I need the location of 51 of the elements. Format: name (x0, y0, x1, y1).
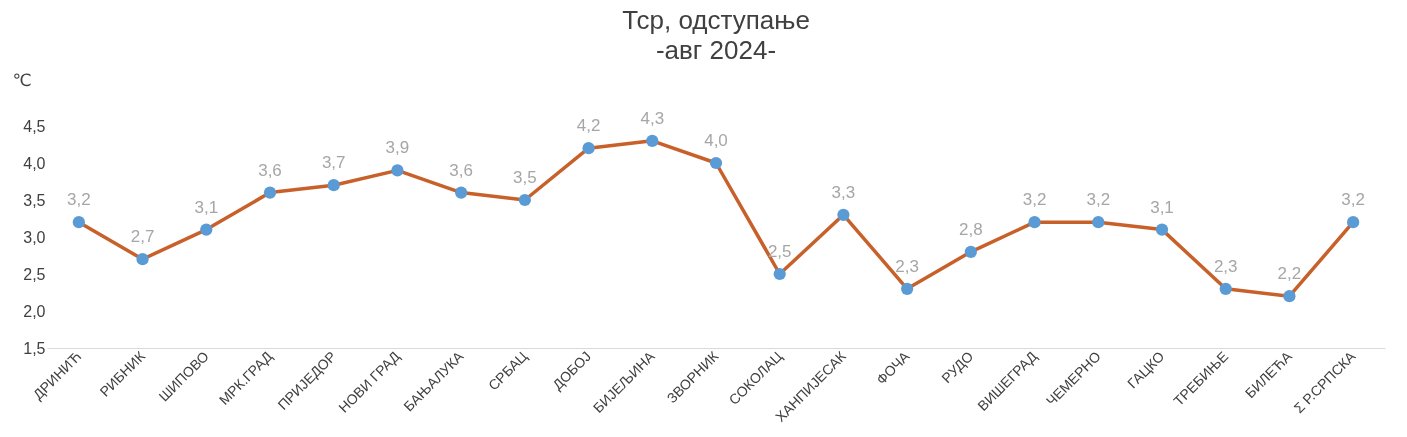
point (1283, 290, 1296, 303)
point (200, 223, 213, 236)
data-label: 2,8 (959, 219, 983, 239)
data-label: 3,2 (67, 190, 91, 210)
data-label: 3,2 (1341, 190, 1365, 210)
data-label: 3,2 (1086, 190, 1111, 210)
chart-subtitle: -авг 2024- (655, 35, 777, 65)
point (773, 267, 786, 281)
data-label: 4,3 (640, 108, 665, 128)
y-tick-label: 2,0 (23, 302, 46, 320)
point (327, 179, 340, 192)
data-label: 3,6 (258, 160, 282, 180)
data-label: 4,2 (576, 116, 601, 136)
point (72, 216, 85, 229)
data-label: 3,1 (194, 197, 219, 217)
data-label: 2,3 (895, 256, 919, 276)
point (646, 134, 659, 147)
data-label: 3,2 (1022, 190, 1047, 210)
data-label: 2,3 (1213, 256, 1238, 276)
point (136, 253, 149, 266)
y-tick-label: 2,5 (23, 265, 46, 283)
data-label: 2,7 (130, 227, 155, 247)
point (455, 186, 468, 199)
data-label: 3,1 (1150, 197, 1174, 217)
point (709, 156, 723, 170)
y-tick-label: 3,0 (23, 228, 46, 246)
point (263, 186, 277, 199)
point (964, 245, 977, 258)
point (582, 142, 595, 155)
point (901, 282, 914, 295)
point (1028, 216, 1041, 229)
y-tick-label: 4,0 (23, 154, 46, 172)
y-tick-label: 3,5 (23, 191, 46, 209)
point (1155, 223, 1169, 236)
data-label: 2,5 (767, 242, 792, 261)
point (518, 193, 531, 207)
chart-title: Тср, одступање (622, 5, 810, 35)
data-label: 2,2 (1277, 264, 1302, 284)
y-tick-label: 4,5 (23, 117, 46, 135)
point (837, 208, 850, 221)
point (1219, 282, 1232, 295)
data-label: 3,9 (385, 138, 410, 158)
data-label: 3,5 (513, 168, 537, 187)
y-axis-title: ℃ (12, 71, 32, 90)
data-label: 3,7 (321, 153, 346, 173)
data-label: 4,0 (704, 131, 728, 150)
data-label: 3,3 (831, 182, 856, 202)
point (391, 164, 404, 177)
point (1092, 216, 1105, 229)
point (1347, 216, 1360, 229)
data-label: 3,6 (449, 160, 473, 180)
